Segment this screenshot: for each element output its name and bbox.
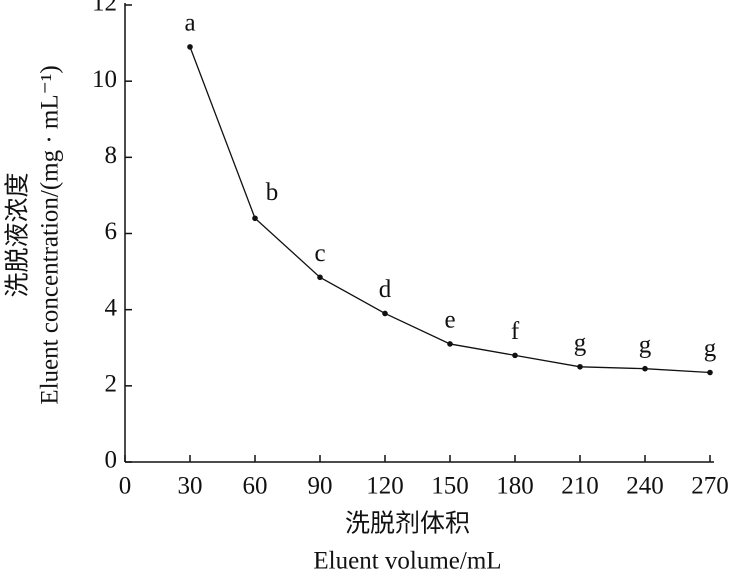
y-axis-label: 洗脱液浓度	[4, 172, 32, 297]
x-axis-label: Eluent volume/mL	[313, 548, 501, 575]
x-axis-label: 洗脱剂体积	[345, 510, 470, 538]
x-tick-label: 210	[561, 473, 599, 500]
point-label: d	[379, 276, 392, 303]
x-tick-label: 60	[243, 473, 268, 500]
y-tick-label: 8	[105, 142, 118, 169]
point-label: a	[184, 10, 195, 37]
data-point	[707, 369, 713, 376]
x-tick-label: 0	[119, 473, 132, 500]
x-tick-label: 30	[178, 473, 203, 500]
point-label: g	[574, 330, 587, 357]
y-tick-label: 12	[92, 0, 117, 17]
x-tick-label: 180	[496, 473, 534, 500]
data-point	[382, 310, 388, 317]
point-label: c	[314, 240, 325, 267]
x-tick-label: 120	[366, 473, 404, 500]
y-tick-label: 4	[105, 294, 118, 321]
data-point	[642, 365, 648, 372]
data-point	[252, 215, 258, 222]
point-label: e	[444, 307, 455, 334]
y-tick-label: 2	[105, 371, 118, 398]
x-tick-label: 240	[626, 473, 664, 500]
data-point	[577, 363, 583, 370]
y-tick-label: 6	[105, 218, 118, 245]
point-label: g	[704, 335, 717, 362]
y-tick-label: 10	[92, 66, 117, 93]
data-point	[447, 341, 453, 347]
point-label: f	[511, 318, 520, 345]
data-point	[187, 44, 193, 50]
data-point	[317, 274, 323, 281]
point-label: g	[639, 331, 652, 358]
point-label: b	[266, 179, 279, 206]
y-axis-label: Eluent concentration/(mg · mL⁻¹)	[37, 65, 64, 404]
x-tick-label: 270	[691, 473, 729, 500]
x-tick-label: 150	[431, 473, 469, 500]
data-point	[512, 352, 518, 359]
x-tick-label: 90	[308, 473, 333, 500]
y-tick-label: 0	[105, 447, 118, 474]
